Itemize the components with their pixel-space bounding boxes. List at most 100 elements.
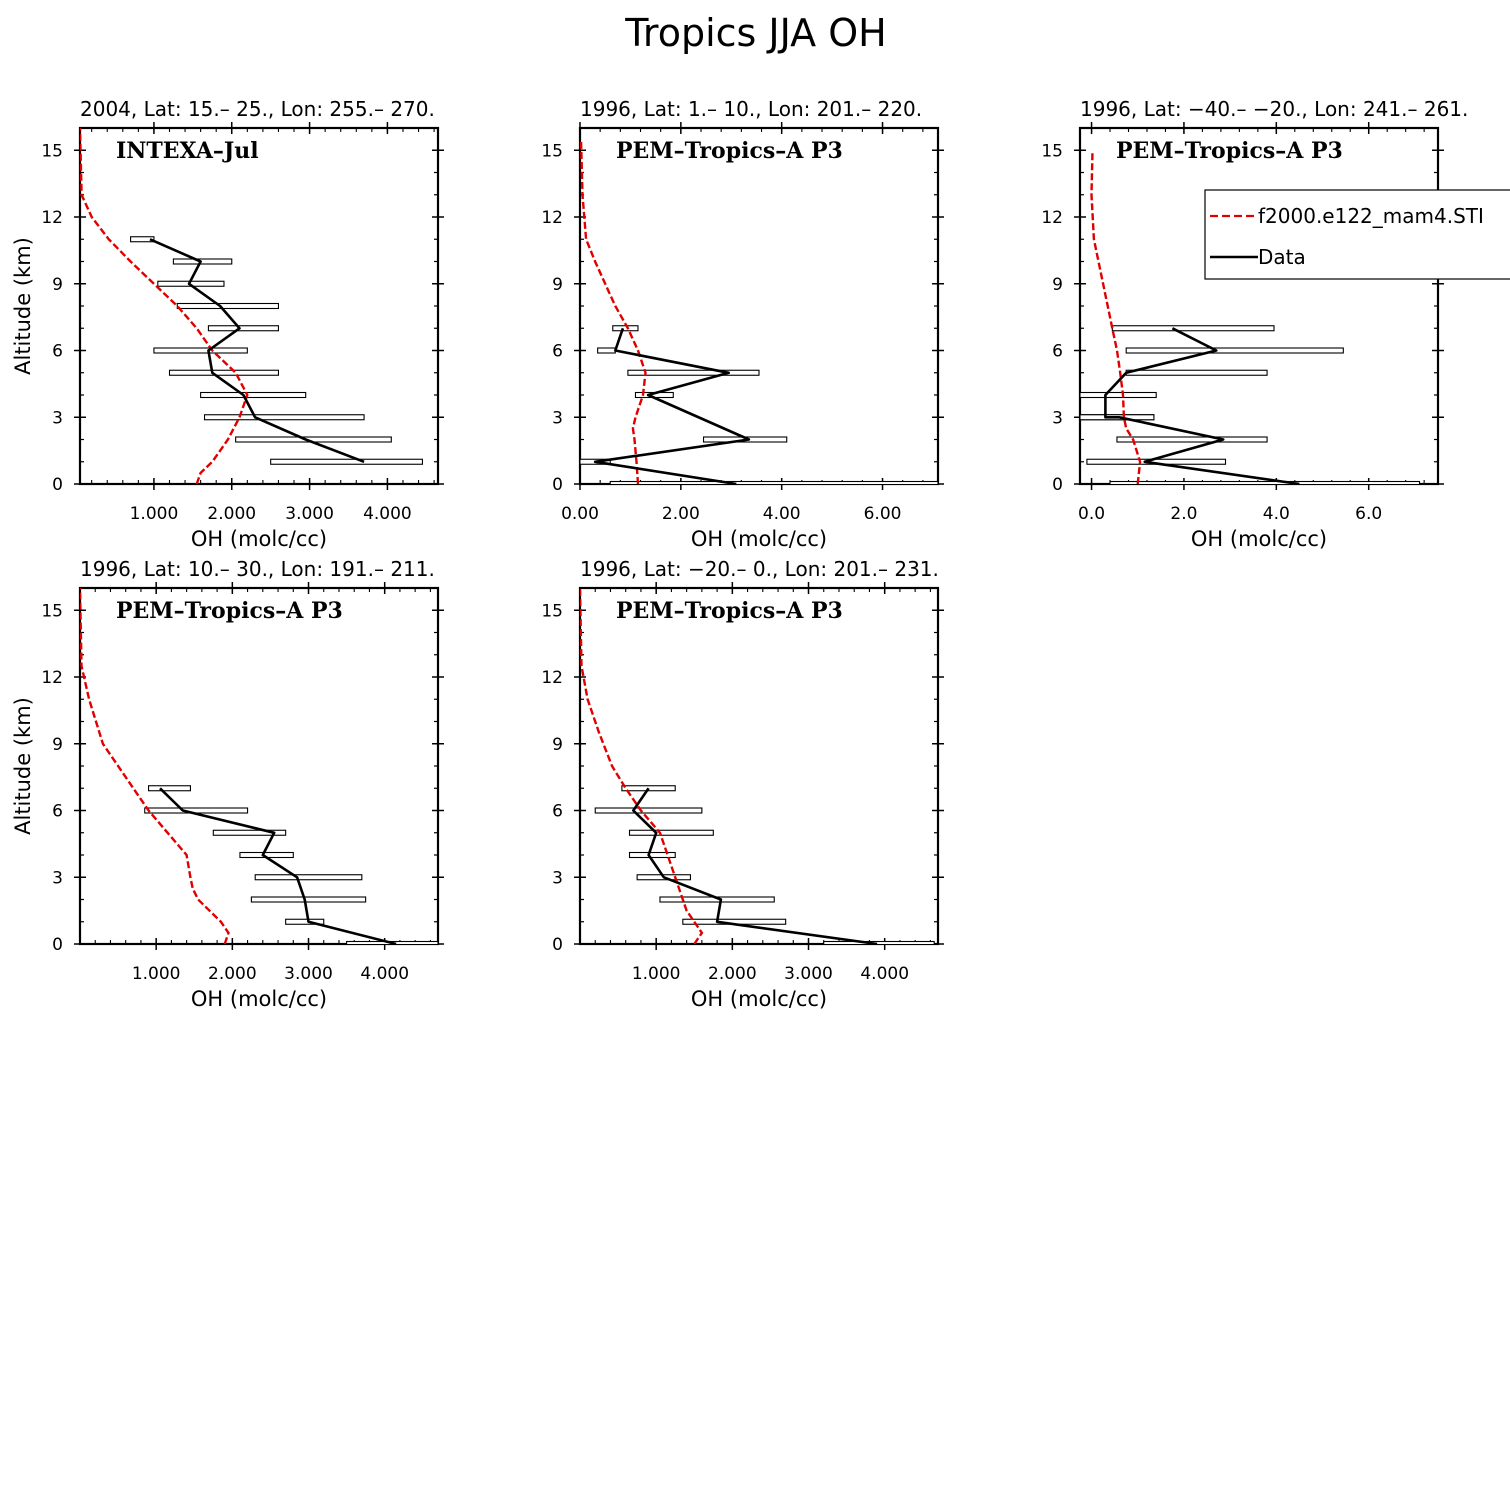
x-axis-label: OH (molc/cc): [191, 987, 327, 1011]
y-tick-label: 3: [552, 868, 563, 888]
data-range-bar: [609, 480, 938, 484]
y-tick-label: 6: [552, 802, 563, 822]
x-tick-label: 4.00: [763, 504, 801, 524]
x-tick-label: 2.0: [1170, 504, 1197, 524]
panel-title: 1996, Lat: 1.– 10., Lon: 201.– 220.: [580, 97, 922, 121]
y-tick-label: 0: [52, 475, 63, 495]
y-tick-label: 0: [552, 475, 563, 495]
data-line: [159, 787, 397, 944]
y-tick-label: 3: [52, 408, 63, 428]
y-axis-label: Altitude (km): [11, 697, 35, 835]
data-line: [593, 327, 751, 484]
data-range-bar: [1125, 369, 1268, 376]
x-tick-label: 4.0: [1263, 504, 1290, 524]
plot-area: [80, 128, 423, 484]
x-axis-label: OH (molc/cc): [691, 987, 827, 1011]
data-range-bar: [628, 829, 714, 836]
data-range-bar: [621, 785, 676, 792]
panels: 2004, Lat: 15.– 25., Lon: 255.– 270. 0 3 6 9…: [11, 97, 1468, 1011]
plot-area: [80, 588, 438, 944]
data-range-bar: [1116, 436, 1268, 443]
y-tick-label: 15: [41, 601, 63, 621]
x-tick-label: 0.0: [1078, 504, 1105, 524]
x-tick-label: 1.000: [130, 504, 179, 524]
campaign-label: PEM–Tropics–A P3: [1116, 138, 1343, 164]
x-axis-label: OH (molc/cc): [1191, 527, 1327, 551]
x-tick-label: 1.000: [132, 964, 181, 984]
data-range-bar: [823, 940, 935, 944]
data-range-bar: [628, 851, 676, 859]
data-line: [1104, 327, 1300, 484]
x-tick-label: 4.000: [360, 964, 409, 984]
x-tick-label: 3.000: [284, 964, 333, 984]
model-line: [80, 128, 249, 484]
data-range-bar: [627, 369, 760, 376]
x-tick-label: 2.000: [207, 504, 256, 524]
y-tick-label: 9: [52, 735, 63, 755]
y-axis-label: Altitude (km): [11, 237, 35, 375]
x-axis-label: OH (molc/cc): [191, 527, 327, 551]
data-range-bar: [130, 236, 155, 243]
panel-title: 1996, Lat: −40.– −20., Lon: 241.– 261.: [1080, 97, 1468, 121]
y-tick-label: 0: [1052, 475, 1063, 495]
data-line: [149, 238, 365, 464]
y-tick-label: 12: [1041, 208, 1063, 228]
data-range-bar: [250, 896, 367, 903]
y-tick-label: 6: [552, 342, 563, 362]
model-line: [580, 588, 704, 944]
data-range-bar: [270, 458, 423, 465]
y-tick-label: 15: [1041, 141, 1063, 161]
x-tick-label: 0.00: [561, 504, 599, 524]
panel-title: 2004, Lat: 15.– 25., Lon: 255.– 270.: [80, 97, 435, 121]
y-tick-label: 6: [1052, 342, 1063, 362]
legend-box: [1204, 189, 1510, 280]
legend-model-label: f2000.e122_mam4.STI: [1258, 204, 1484, 228]
campaign-label: PEM–Tropics–A P3: [616, 138, 843, 164]
y-tick-label: 9: [552, 735, 563, 755]
data-range-bar: [594, 807, 703, 814]
data-range-bar: [172, 258, 233, 265]
figure-title: Tropics JJA OH: [624, 11, 886, 55]
data-range-bar: [1109, 480, 1421, 484]
y-tick-label: 15: [541, 601, 563, 621]
x-tick-label: 1.000: [632, 964, 681, 984]
y-tick-label: 15: [541, 141, 563, 161]
x-axis-label: OH (molc/cc): [691, 527, 827, 551]
y-tick-label: 3: [52, 868, 63, 888]
y-tick-label: 9: [52, 275, 63, 295]
campaign-label: INTEXA–Jul: [116, 138, 259, 164]
data-range-bar: [168, 369, 280, 376]
x-tick-label: 6.0: [1355, 504, 1382, 524]
data-range-bar: [597, 347, 616, 354]
y-tick-label: 3: [1052, 408, 1063, 428]
plot-area: [1080, 150, 1421, 484]
panel-4: 1996, Lat: 10.– 30., Lon: 191.– 211. 0 3 6 9…: [11, 557, 444, 1011]
panel-title: 1996, Lat: 10.– 30., Lon: 191.– 211.: [80, 557, 435, 581]
y-tick-label: 3: [552, 408, 563, 428]
data-line: [631, 787, 878, 944]
data-range-bar: [153, 347, 248, 354]
panel-3: 1996, Lat: −40.– −20., Lon: 241.– 261. 0 3…: [1041, 97, 1468, 551]
y-tick-label: 12: [41, 208, 63, 228]
y-tick-label: 12: [541, 668, 563, 688]
plot-frame: [1078, 126, 1440, 486]
x-tick-label: 4.000: [860, 964, 909, 984]
data-range-bar: [176, 302, 280, 310]
plot-area: [580, 588, 935, 944]
x-tick-label: 2.000: [208, 964, 257, 984]
data-range-bar: [1125, 347, 1344, 354]
data-range-bar: [1080, 391, 1157, 399]
campaign-label: PEM–Tropics–A P3: [116, 598, 343, 624]
plot-frame: [578, 586, 940, 946]
y-tick-label: 6: [52, 802, 63, 822]
panel-title: 1996, Lat: −20.– 0., Lon: 201.– 231.: [580, 557, 939, 581]
model-line: [580, 139, 647, 484]
y-tick-label: 9: [552, 275, 563, 295]
data-range-bar: [612, 325, 639, 332]
x-tick-label: 6.00: [864, 504, 902, 524]
model-line: [80, 588, 230, 944]
plot-frame: [78, 586, 440, 946]
data-range-bar: [207, 325, 280, 332]
data-range-bar: [212, 829, 287, 836]
